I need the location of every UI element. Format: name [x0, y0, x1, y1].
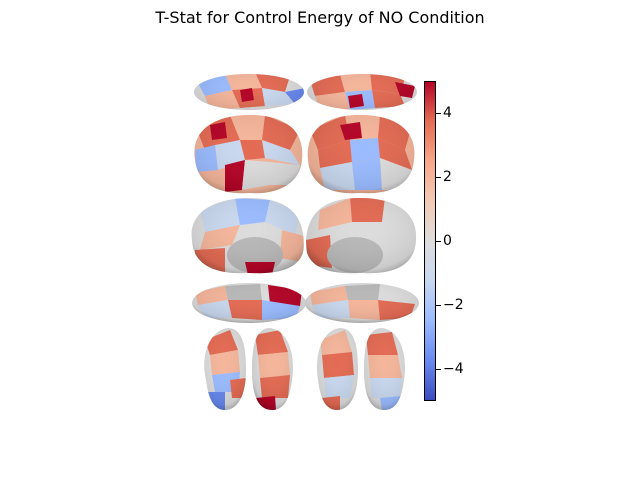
anterior-view-right-hemisphere: [316, 328, 358, 410]
colorbar-tick: [436, 177, 441, 178]
medial-view-left: [191, 198, 304, 274]
posterior-view-right-hemisphere: [364, 328, 406, 410]
colorbar-tick-label: −4: [443, 361, 464, 377]
colorbar: [424, 81, 436, 401]
lateral-view-left: [194, 115, 303, 194]
lateral-view-right: [307, 115, 415, 194]
ventral-view-left: [192, 283, 306, 323]
colorbar-tick-label: 0: [443, 233, 452, 249]
posterior-view-left-hemisphere: [204, 328, 246, 410]
figure-title: T-Stat for Control Energy of NO Conditio…: [155, 8, 485, 27]
dorsal-view-right: [307, 74, 417, 110]
dorsal-view-left: [194, 74, 304, 110]
colorbar-tick-label: −2: [443, 297, 464, 313]
medial-view-right: [306, 198, 417, 274]
colorbar-tick-label: 4: [443, 105, 452, 121]
colorbar-tick: [436, 241, 441, 242]
anterior-view-left-hemisphere: [252, 328, 294, 410]
colorbar-tick-label: 2: [443, 169, 452, 185]
colorbar-tick: [436, 113, 441, 114]
colorbar-tick: [436, 369, 441, 370]
colorbar-tick: [436, 305, 441, 306]
ventral-view-right: [305, 283, 419, 323]
